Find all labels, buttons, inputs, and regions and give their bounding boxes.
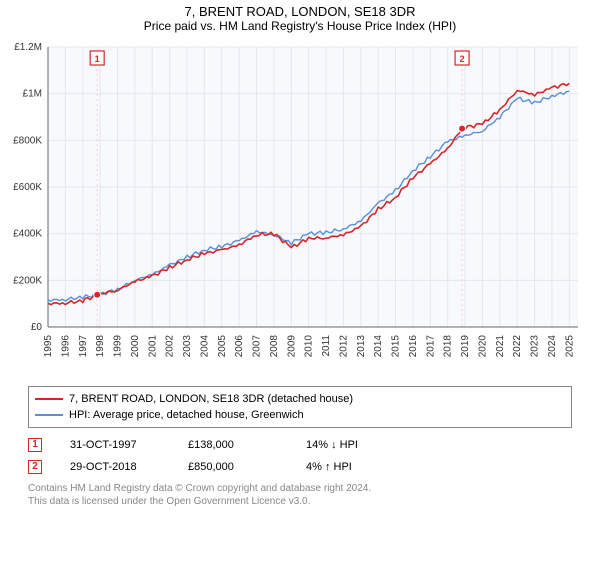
page-subtitle: Price paid vs. HM Land Registry's House … [0,19,600,33]
svg-text:£800K: £800K [13,135,42,146]
svg-text:2014: 2014 [373,335,384,358]
svg-text:2004: 2004 [199,335,210,358]
marker-delta: 14% ↓ HPI [306,434,396,456]
marker-row: 1 31-OCT-1997 £138,000 14% ↓ HPI [28,434,572,456]
marker-price: £850,000 [188,456,278,478]
svg-text:2019: 2019 [460,335,471,358]
price-chart: £0 £200K £400K £600K £800K £1M £1.2M 1995 1996 19… [0,37,600,382]
svg-text:1998: 1998 [95,335,106,358]
svg-text:1995: 1995 [43,335,54,358]
svg-text:£600K: £600K [13,182,42,193]
svg-text:1997: 1997 [78,335,89,358]
svg-text:1996: 1996 [60,335,71,358]
svg-text:2000: 2000 [130,335,141,358]
marker-price: £138,000 [188,434,278,456]
svg-text:1999: 1999 [113,335,124,358]
svg-text:2: 2 [460,54,465,64]
svg-text:2024: 2024 [547,335,558,358]
svg-text:2016: 2016 [408,335,419,358]
legend-label-subject: 7, BRENT ROAD, LONDON, SE18 3DR (detache… [69,391,353,407]
svg-text:£0: £0 [31,322,43,333]
svg-text:2025: 2025 [564,335,575,358]
page-title: 7, BRENT ROAD, LONDON, SE18 3DR [0,4,600,19]
marker-date: 29-OCT-2018 [70,456,160,478]
svg-text:2018: 2018 [443,335,454,358]
svg-text:2009: 2009 [286,335,297,358]
svg-text:2022: 2022 [512,335,523,358]
svg-text:2021: 2021 [495,335,506,358]
svg-text:2005: 2005 [217,335,228,358]
marker-badge: 2 [28,460,42,474]
marker-row: 2 29-OCT-2018 £850,000 4% ↑ HPI [28,456,572,478]
legend-swatch-hpi [35,414,63,416]
legend: 7, BRENT ROAD, LONDON, SE18 3DR (detache… [28,386,572,428]
svg-text:2001: 2001 [147,335,158,358]
marker-badge: 1 [28,438,42,452]
svg-text:£400K: £400K [13,229,42,240]
footer-line1: Contains HM Land Registry data © Crown c… [28,482,572,495]
marker-date: 31-OCT-1997 [70,434,160,456]
legend-swatch-subject [35,398,63,400]
svg-text:2003: 2003 [182,335,193,358]
svg-text:2008: 2008 [269,335,280,358]
svg-text:2020: 2020 [477,335,488,358]
chart-svg: £0 £200K £400K £600K £800K £1M £1.2M 1995 1996 19… [0,37,600,377]
legend-row-hpi: HPI: Average price, detached house, Gree… [35,407,565,423]
svg-text:£1.2M: £1.2M [14,42,42,53]
svg-text:2012: 2012 [338,335,349,358]
svg-text:2017: 2017 [425,335,436,358]
legend-row-subject: 7, BRENT ROAD, LONDON, SE18 3DR (detache… [35,391,565,407]
svg-text:2006: 2006 [234,335,245,358]
svg-text:2002: 2002 [165,335,176,358]
legend-label-hpi: HPI: Average price, detached house, Gree… [69,407,304,423]
svg-text:2023: 2023 [530,335,541,358]
svg-text:£200K: £200K [13,275,42,286]
svg-text:2011: 2011 [321,335,332,357]
footer: Contains HM Land Registry data © Crown c… [28,482,572,508]
marker-table: 1 31-OCT-1997 £138,000 14% ↓ HPI 2 29-OCT-201… [28,434,572,478]
svg-text:2013: 2013 [356,335,367,358]
svg-text:2010: 2010 [304,335,315,358]
svg-text:1: 1 [95,54,100,64]
marker-delta: 4% ↑ HPI [306,456,396,478]
svg-text:2015: 2015 [391,335,402,358]
svg-text:2007: 2007 [252,335,263,358]
svg-text:£1M: £1M [23,89,42,100]
footer-line2: This data is licensed under the Open Gov… [28,495,572,508]
